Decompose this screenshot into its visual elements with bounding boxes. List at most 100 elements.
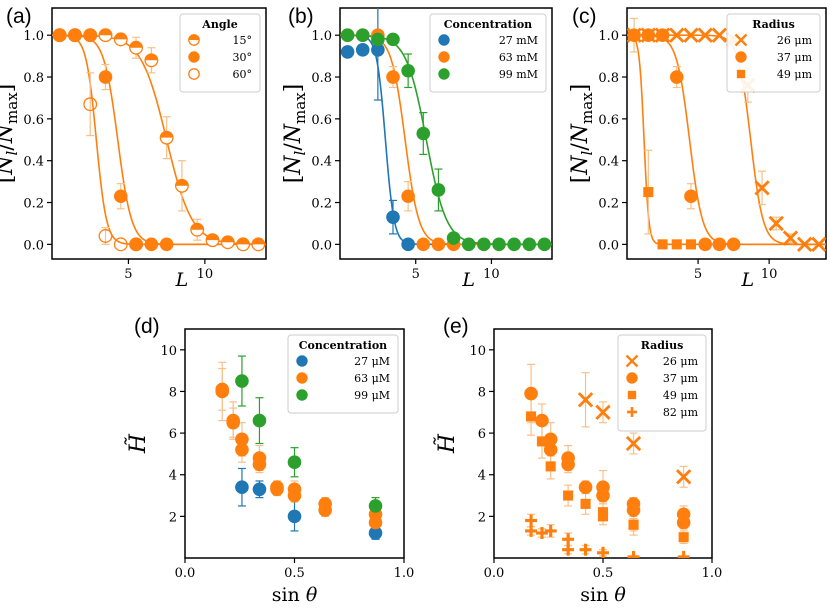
- x-axis-label: L: [741, 269, 755, 291]
- data-point: [287, 488, 302, 503]
- legend: Radius 26 μm 37 μm 49 μm: [726, 13, 821, 93]
- data-point: [627, 550, 640, 558]
- data-point: [492, 237, 506, 252]
- data-point: [626, 503, 641, 517]
- legend-marker: [734, 33, 748, 47]
- y-tick-label: 0.4: [311, 155, 332, 170]
- data-point: [524, 386, 538, 401]
- data-point: [628, 519, 639, 530]
- legend-entry: 60°: [233, 68, 253, 81]
- data-point: [129, 40, 144, 55]
- data-point: [578, 480, 593, 495]
- data-point: [113, 237, 128, 252]
- legend-entry: 82 μm: [663, 406, 699, 419]
- data-point: [113, 32, 128, 47]
- data-point: [477, 237, 491, 252]
- y-tick-label: 1.0: [598, 29, 619, 44]
- legend-entry: 30°: [233, 51, 253, 64]
- y-tick-label: 0.2: [311, 197, 332, 212]
- data-point: [431, 183, 446, 197]
- legend-marker: [296, 389, 308, 401]
- legend-entry: 49 μm: [777, 68, 813, 81]
- y-tick-label: 10: [160, 344, 177, 359]
- legend-marker: [736, 69, 746, 79]
- data-point: [226, 415, 240, 430]
- legend-entry: 63 μM: [354, 372, 390, 385]
- data-point: [144, 237, 159, 252]
- y-tick-label: 1.0: [23, 29, 44, 44]
- data-point: [220, 235, 235, 250]
- data-point: [251, 237, 266, 252]
- data-point: [643, 187, 654, 198]
- error-bar: [101, 227, 110, 245]
- data-point: [700, 239, 711, 250]
- legend-title: Radius: [752, 18, 795, 31]
- data-point: [669, 27, 685, 43]
- data-point: [525, 524, 538, 537]
- y-tick-label: 0.2: [23, 197, 44, 212]
- data-point: [561, 457, 575, 472]
- data-point: [416, 126, 431, 141]
- legend-entry: 26 μm: [777, 34, 813, 47]
- legend-entry: 27 mM: [499, 34, 538, 47]
- data-point: [340, 45, 355, 59]
- x-axis-label: sin θ: [272, 584, 318, 606]
- data-point: [507, 237, 521, 252]
- legend-marker: [188, 34, 200, 46]
- data-point: [544, 524, 557, 537]
- legend: Concentration 27 μM 63 μM 99 μM: [287, 334, 399, 414]
- data-point: [595, 404, 611, 420]
- data-point: [83, 28, 98, 42]
- data-point: [235, 374, 249, 388]
- legend: Angle 15° 30° 60°: [179, 13, 261, 93]
- data-point: [683, 27, 699, 43]
- legend-marker: [438, 51, 450, 63]
- legend-marker: [735, 51, 747, 63]
- data-point: [629, 30, 640, 41]
- x-tick-label: 1.0: [394, 566, 415, 581]
- data-point: [416, 237, 431, 252]
- data-point: [368, 515, 383, 530]
- data-point: [386, 210, 400, 224]
- legend: Radius 26 μm 37 μm 49 μm 82 μm: [617, 334, 707, 432]
- data-point: [596, 488, 610, 503]
- data-point: [669, 70, 684, 84]
- y-tick-label: 4: [478, 469, 486, 484]
- legend-marker: [296, 355, 308, 367]
- legend-marker: [627, 407, 637, 417]
- y-axis-label: [Nl/Nmax]: [0, 84, 21, 184]
- x-tick-label: 5: [124, 267, 132, 282]
- panel-label: (d): [134, 315, 160, 338]
- x-axis-label: L: [461, 269, 475, 291]
- data-point: [697, 27, 713, 43]
- data-point: [52, 28, 67, 43]
- legend-entry: 37 μm: [663, 372, 699, 385]
- data-point: [83, 97, 98, 112]
- data-point: [535, 527, 548, 540]
- chart-panel-3: (d) 2 4 6 8 10 0.0 0.5 1.0 sin θ H̃ Concentration 27…: [125, 315, 414, 606]
- panel-label: (b): [288, 5, 314, 28]
- y-tick-label: 0.0: [23, 238, 44, 253]
- y-tick-label: 0.2: [598, 197, 619, 212]
- plot-frame: [51, 7, 267, 260]
- data-point: [174, 178, 189, 193]
- data-point: [525, 514, 538, 527]
- legend-entry: 63 mM: [499, 51, 538, 64]
- data-point: [657, 239, 668, 250]
- legend-marker: [438, 34, 450, 46]
- data-point: [676, 515, 691, 530]
- data-point: [562, 533, 575, 546]
- y-axis-label: [Nl/Nmax]: [568, 84, 596, 184]
- data-point: [368, 499, 383, 513]
- data-point: [577, 392, 594, 408]
- y-tick-label: 0.4: [598, 155, 619, 170]
- y-tick-label: 2: [169, 510, 177, 525]
- y-tick-label: 6: [169, 427, 177, 442]
- data-point: [726, 237, 741, 252]
- data-point: [159, 130, 174, 145]
- data-point: [340, 28, 355, 42]
- legend-entry: 15°: [233, 34, 253, 47]
- data-point: [711, 27, 728, 43]
- data-point: [671, 239, 682, 250]
